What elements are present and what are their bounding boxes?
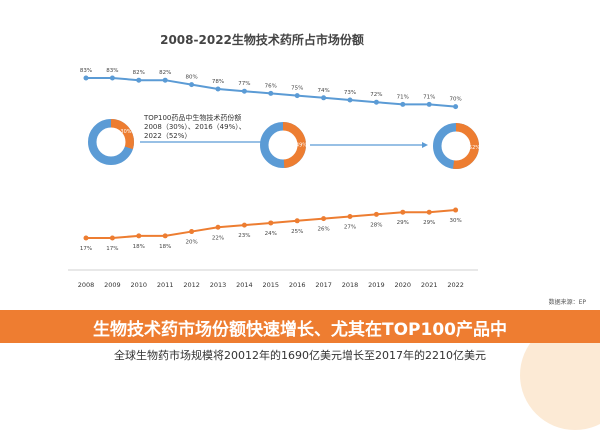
x-tick-label: 2012 [183,281,200,289]
series-lower-label: 18% [133,244,145,250]
series-lower-label: 23% [238,233,250,239]
annotation-line: 2008（30%）、2016（49%）、 [144,123,246,131]
chart-title: 2008-2022生物技术药所占市场份额 [160,32,364,47]
annotation-line: 2022（52%） [144,132,191,140]
series-lower-point [268,220,274,226]
series-lower-point [400,209,406,215]
donut-label: 52% [469,145,480,151]
series-upper-label: 71% [423,94,435,100]
series-upper-label: 80% [185,75,197,81]
series-upper-point [453,104,459,110]
series-lower-point [294,218,300,224]
series-lower-point [321,216,327,222]
series-upper-label: 82% [133,70,145,76]
x-tick-label: 2017 [315,281,332,289]
series-lower-point [189,229,195,235]
series-upper-label: 83% [80,68,92,74]
x-tick-label: 2020 [395,281,412,289]
x-tick-label: 2010 [131,281,148,289]
series-lower-label: 24% [265,231,277,237]
series-upper-point [215,86,221,92]
series-lower-point [83,235,89,241]
series-lower-label: 27% [344,225,356,231]
series-upper-point [83,75,89,81]
source-note: 数据来源：EP [548,299,586,306]
headline-text: 生物技术药市场份额快速增长、尤其在TOP100产品中 [93,320,507,340]
series-upper-label: 72% [370,92,382,98]
series-lower-point [453,207,459,213]
x-tick-label: 2015 [263,281,280,289]
series-lower-label: 30% [449,218,461,224]
series-upper-point [241,88,247,94]
series-lower-point [215,224,221,230]
series-upper-point [294,93,300,99]
series-upper-point [136,77,142,83]
series-lower-label: 29% [423,220,435,226]
series-lower-label: 28% [370,222,382,228]
annotation-line: TOP100药品中生物技术药份额 [143,113,241,122]
series-upper-label: 70% [449,97,461,103]
series-upper-label: 78% [212,79,224,85]
series-upper-label: 74% [317,88,329,94]
series-lower-point [136,233,142,239]
arrow-head [422,142,428,148]
donut-label: 49% [296,142,307,148]
donut-orange-slice [88,119,134,165]
series-lower-point [373,211,379,217]
annotation-text: TOP100药品中生物技术药份额2008（30%）、2016（49%）、2022… [143,113,246,140]
series-upper-label: 73% [344,90,356,96]
series-upper-label: 75% [291,86,303,92]
series-upper-point [109,75,115,81]
series-lower-label: 26% [317,227,329,233]
series-upper-point [373,99,379,105]
headline-banner: 生物技术药市场份额快速增长、尤其在TOP100产品中 [0,310,600,343]
subtitle-text: 全球生物药市场规模将20012年的1690亿美元增长至2017年的2210亿美元 [114,349,486,362]
x-tick-label: 2008 [78,281,95,289]
series-upper-label: 77% [238,81,250,87]
series-lower-label: 20% [185,240,197,246]
x-tick-label: 2016 [289,281,306,289]
series-upper-point [189,82,195,88]
series-upper-point [162,77,168,83]
x-tick-label: 2009 [104,281,121,289]
series-upper-label: 76% [265,83,277,89]
donut-label: 30% [120,129,131,135]
series-lower-label: 17% [106,246,118,252]
x-tick-label: 2013 [210,281,227,289]
series-lower-label: 18% [159,244,171,250]
x-tick-label: 2011 [157,281,174,289]
chart-svg: 2008-2022生物技术药所占市场份额 TOP100药品中生物技术药份额200… [68,32,480,289]
x-tick-label: 2021 [421,281,438,289]
x-tick-label: 2018 [342,281,359,289]
donut-orange-slice [260,122,306,168]
series-upper-point [347,97,353,103]
series-lower-label: 29% [397,220,409,226]
series-lower-label: 17% [80,246,92,252]
donut-hole [268,130,298,160]
series-lower-point [347,214,353,219]
x-tick-label: 2019 [368,281,385,289]
x-tick-label: 2022 [447,281,464,289]
series-upper-label: 82% [159,70,171,76]
series-upper-label: 71% [397,94,409,100]
series-upper-point [400,101,406,107]
series-upper-point [268,90,274,96]
series-lower-label: 22% [212,235,224,241]
x-tick-label: 2014 [236,281,253,289]
donut-hole [441,131,471,161]
series-lower-point [426,209,432,215]
series-upper-point [426,101,432,107]
series-lower-label: 25% [291,229,303,235]
series-lower-point [241,222,247,228]
donut-orange-slice [433,123,479,169]
series-upper-label: 83% [106,68,118,74]
series-upper-point [321,95,327,101]
series-lower-point [162,233,168,239]
donut-hole [96,127,126,157]
series-lower-point [109,235,115,241]
